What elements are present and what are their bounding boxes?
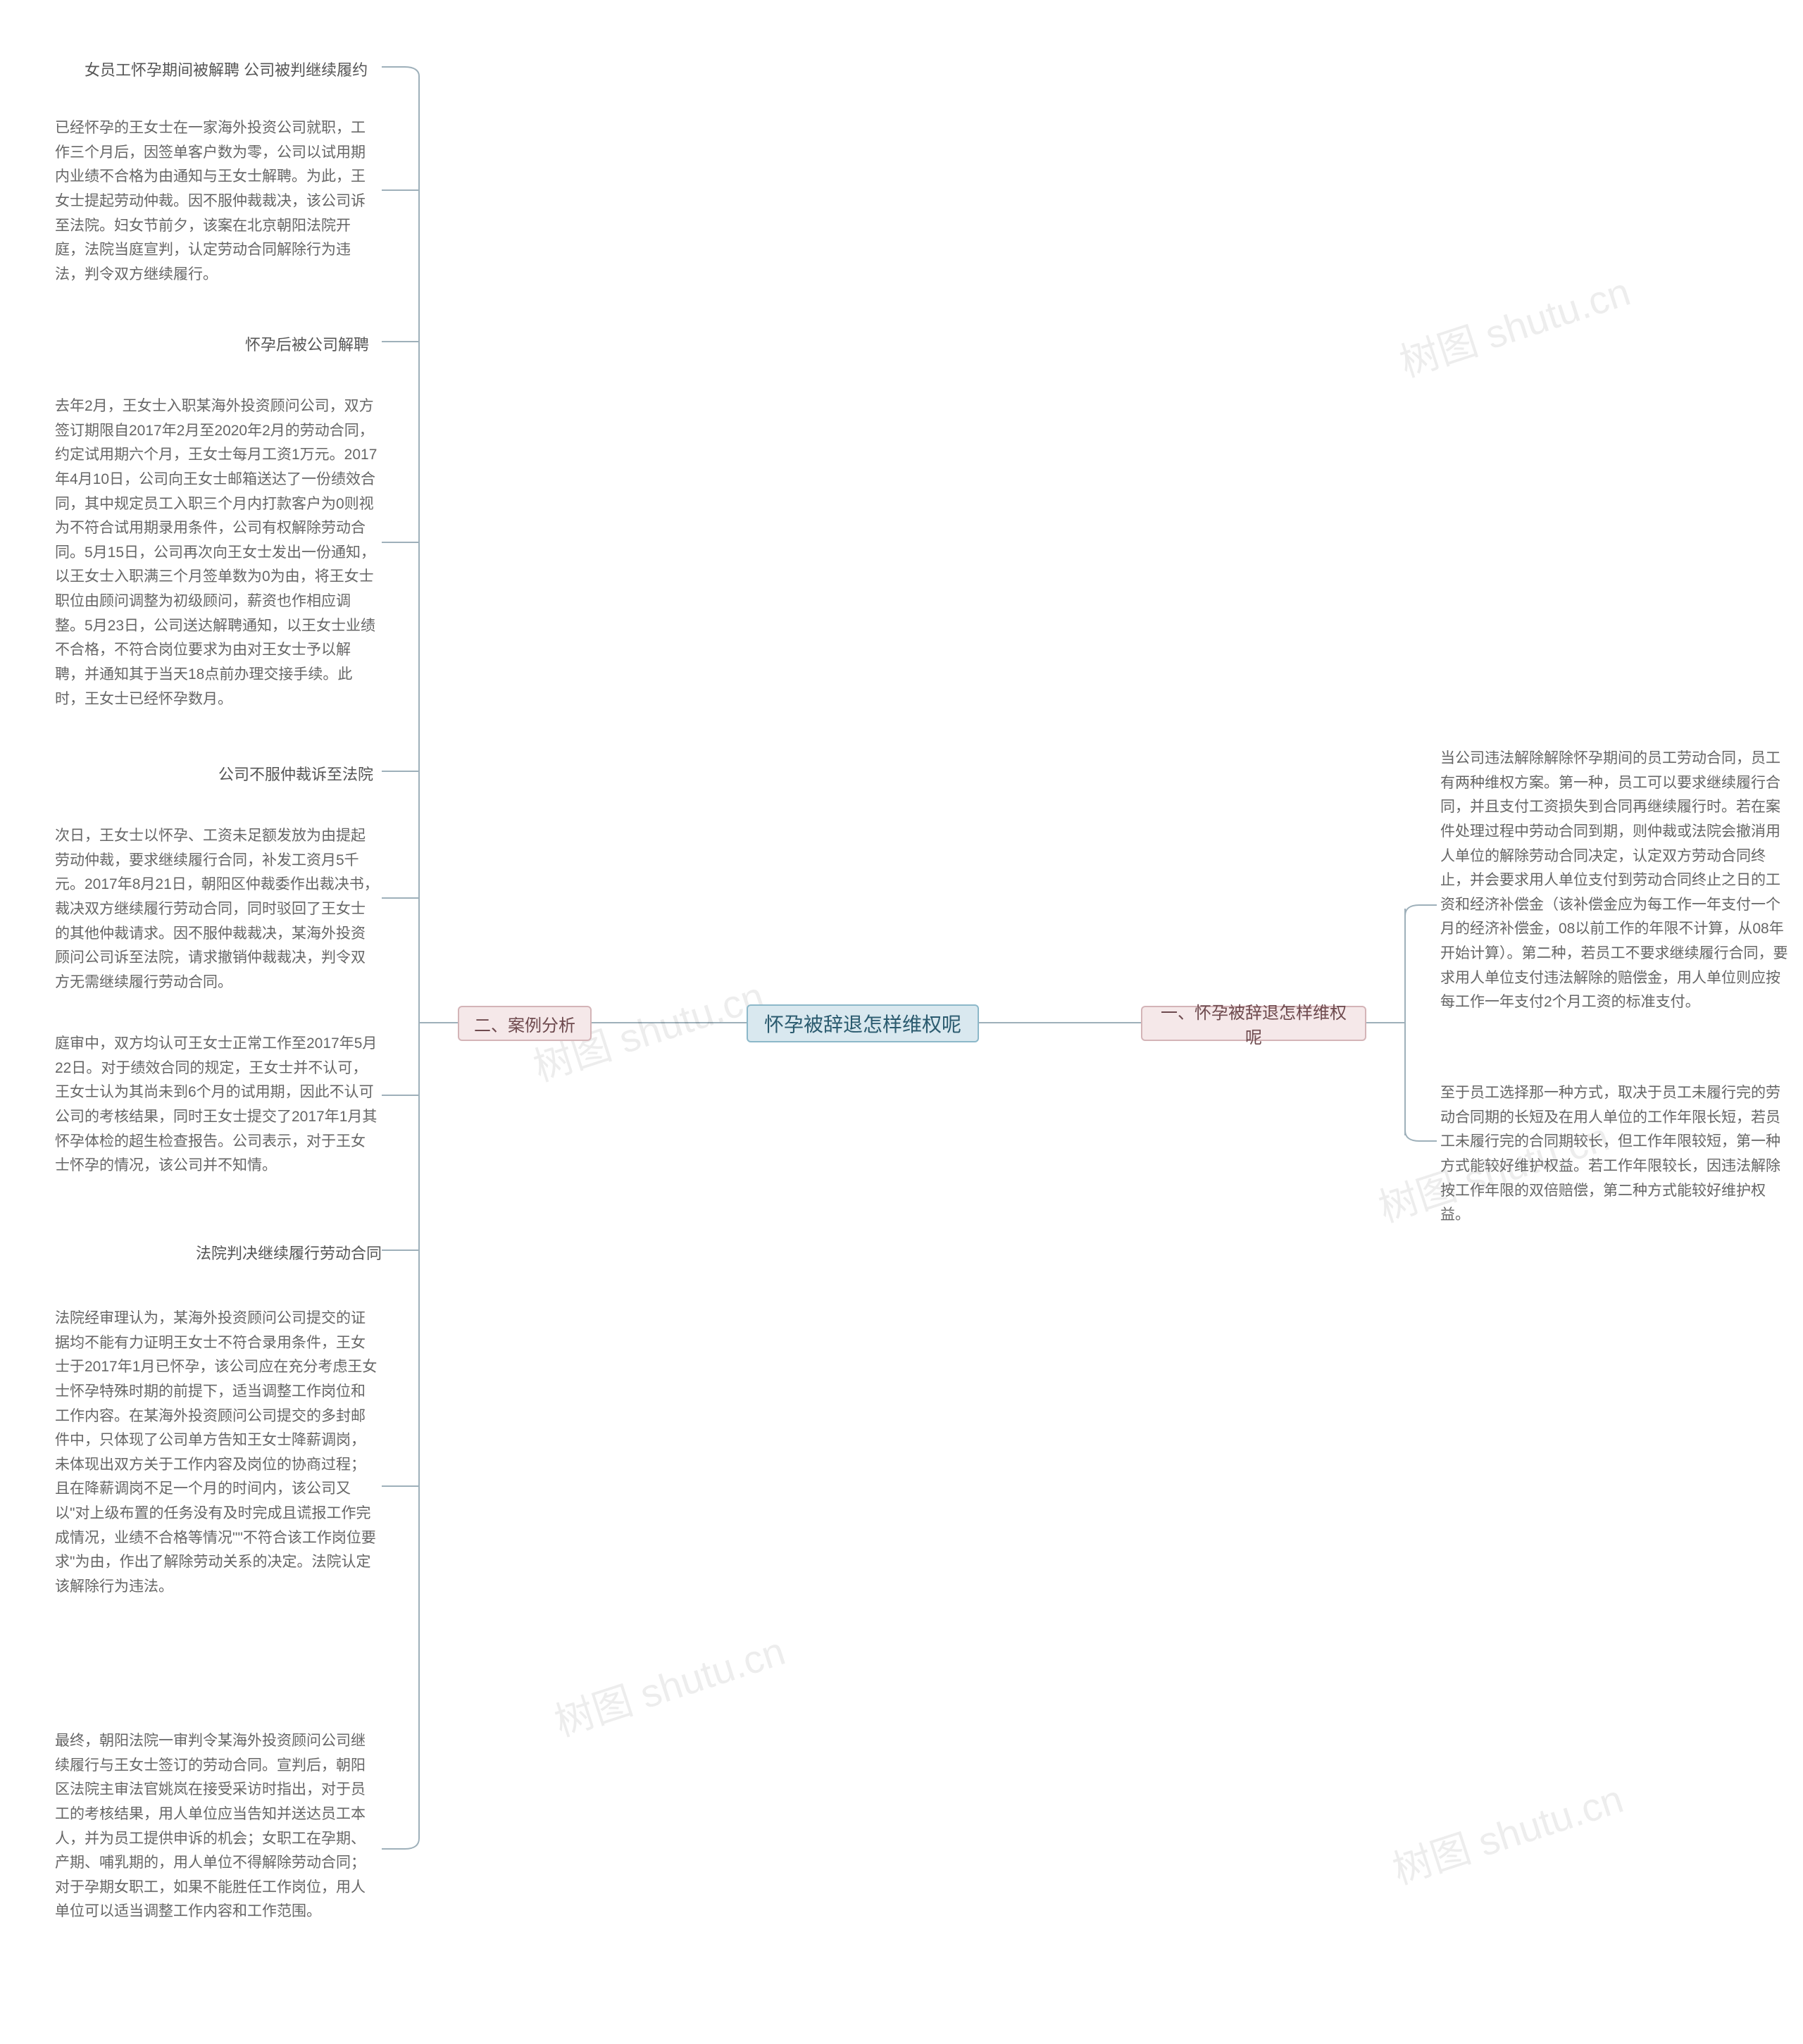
- root-label: 怀孕被辞退怎样维权呢: [764, 1009, 961, 1037]
- left-heading-2: 怀孕后被公司解聘: [245, 332, 369, 355]
- left-body-3: 去年2月，王女士入职某海外投资顾问公司，双方签订期限自2017年2月至2020年…: [55, 394, 379, 711]
- branch-right-label: 一、怀孕被辞退怎样维权呢: [1156, 999, 1351, 1048]
- mindmap-root[interactable]: 怀孕被辞退怎样维权呢: [747, 1004, 979, 1042]
- watermark: 树图 shutu.cn: [547, 1620, 792, 1748]
- watermark: 树图 shutu.cn: [1385, 1768, 1630, 1896]
- left-body-9: 最终，朝阳法院一审判令某海外投资顾问公司继续履行与王女士签订的劳动合同。宣判后，…: [55, 1729, 379, 1924]
- left-body-1: 已经怀孕的王女士在一家海外投资公司就职，工作三个月后，因签单客户数为零，公司以试…: [55, 116, 379, 287]
- branch-left[interactable]: 二、案例分析: [458, 1006, 592, 1041]
- left-body-6: 庭审中，双方均认可王女士正常工作至2017年5月22日。对于绩效合同的规定，王女…: [55, 1032, 379, 1178]
- left-heading-0: 女员工怀孕期间被解聘 公司被判继续履约: [85, 58, 368, 80]
- left-heading-7: 法院判决继续履行劳动合同: [196, 1241, 382, 1264]
- left-heading-4: 公司不服仲裁诉至法院: [218, 762, 373, 785]
- watermark: 树图 shutu.cn: [1392, 261, 1637, 389]
- right-leaf-0: 当公司违法解除解除怀孕期间的员工劳动合同，员工有两种维权方案。第一种，员工可以要…: [1440, 747, 1792, 1015]
- right-leaf-1: 至于员工选择那一种方式，取决于员工未履行完的劳动合同期的长短及在用人单位的工作年…: [1440, 1081, 1792, 1228]
- left-body-8: 法院经审理认为，某海外投资顾问公司提交的证据均不能有力证明王女士不符合录用条件，…: [55, 1307, 379, 1600]
- left-body-5: 次日，王女士以怀孕、工资未足额发放为由提起劳动仲裁，要求继续履行合同，补发工资月…: [55, 824, 379, 995]
- branch-right[interactable]: 一、怀孕被辞退怎样维权呢: [1141, 1006, 1366, 1041]
- branch-left-label: 二、案例分析: [474, 1011, 575, 1036]
